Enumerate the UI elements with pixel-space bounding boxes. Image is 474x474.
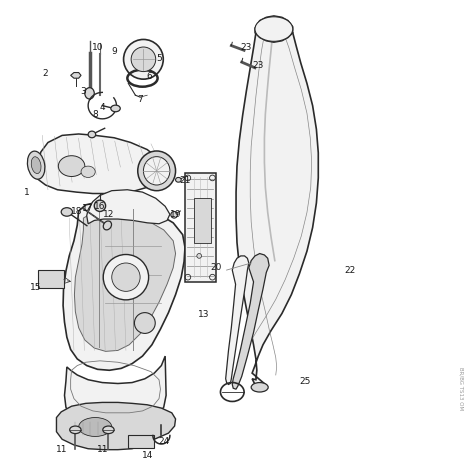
Text: 16: 16 [94,202,106,211]
Ellipse shape [103,221,111,230]
Text: 18: 18 [71,207,82,216]
Bar [37,270,64,288]
Ellipse shape [70,426,81,434]
Text: 20: 20 [210,263,221,272]
Text: 24: 24 [158,437,169,446]
Polygon shape [87,190,170,224]
Ellipse shape [103,426,114,434]
Ellipse shape [135,313,155,333]
Ellipse shape [79,418,112,437]
Ellipse shape [124,39,163,79]
Polygon shape [56,402,175,450]
Polygon shape [64,356,166,432]
Ellipse shape [251,383,268,392]
Text: 25: 25 [300,377,311,386]
Text: 3: 3 [81,87,86,96]
Text: 19: 19 [170,210,182,219]
Polygon shape [232,254,269,389]
Ellipse shape [58,156,85,176]
Ellipse shape [111,105,120,112]
Polygon shape [36,134,164,193]
Text: 13: 13 [198,310,210,319]
Ellipse shape [171,211,177,218]
Text: 1: 1 [24,188,29,197]
Text: 10: 10 [92,44,103,53]
Ellipse shape [175,177,181,182]
Text: 11: 11 [56,445,68,454]
Ellipse shape [81,166,95,177]
Ellipse shape [197,254,201,258]
Text: 9: 9 [111,47,117,56]
Text: 15: 15 [30,283,42,292]
Polygon shape [71,73,81,78]
Ellipse shape [131,47,156,72]
Ellipse shape [144,156,170,185]
Text: 12: 12 [103,210,114,219]
Ellipse shape [85,88,94,99]
Bar [193,198,211,243]
Text: 23: 23 [241,44,252,53]
Ellipse shape [94,200,106,211]
Polygon shape [74,211,175,351]
Text: 2: 2 [43,70,48,79]
Text: 5: 5 [156,54,162,63]
Text: BR/BG TS13 OM: BR/BG TS13 OM [459,367,464,410]
Polygon shape [226,256,249,384]
Ellipse shape [103,255,149,300]
Text: 8: 8 [92,109,98,118]
Text: 4: 4 [100,102,105,111]
Text: 7: 7 [137,95,143,104]
Ellipse shape [138,151,175,191]
Ellipse shape [255,17,293,41]
Text: 14: 14 [142,451,153,460]
Polygon shape [255,16,293,42]
Ellipse shape [112,263,140,292]
Polygon shape [236,33,318,387]
Text: 23: 23 [253,61,264,70]
Text: 11: 11 [97,445,108,454]
Text: 6: 6 [146,72,153,81]
Ellipse shape [31,157,41,173]
Text: 21: 21 [179,176,191,185]
Polygon shape [63,201,185,370]
Text: 22: 22 [345,265,356,274]
Text: 17: 17 [82,204,94,213]
Ellipse shape [61,208,73,216]
Ellipse shape [27,151,45,179]
Bar [128,435,155,448]
Ellipse shape [88,131,96,138]
Polygon shape [185,173,216,282]
